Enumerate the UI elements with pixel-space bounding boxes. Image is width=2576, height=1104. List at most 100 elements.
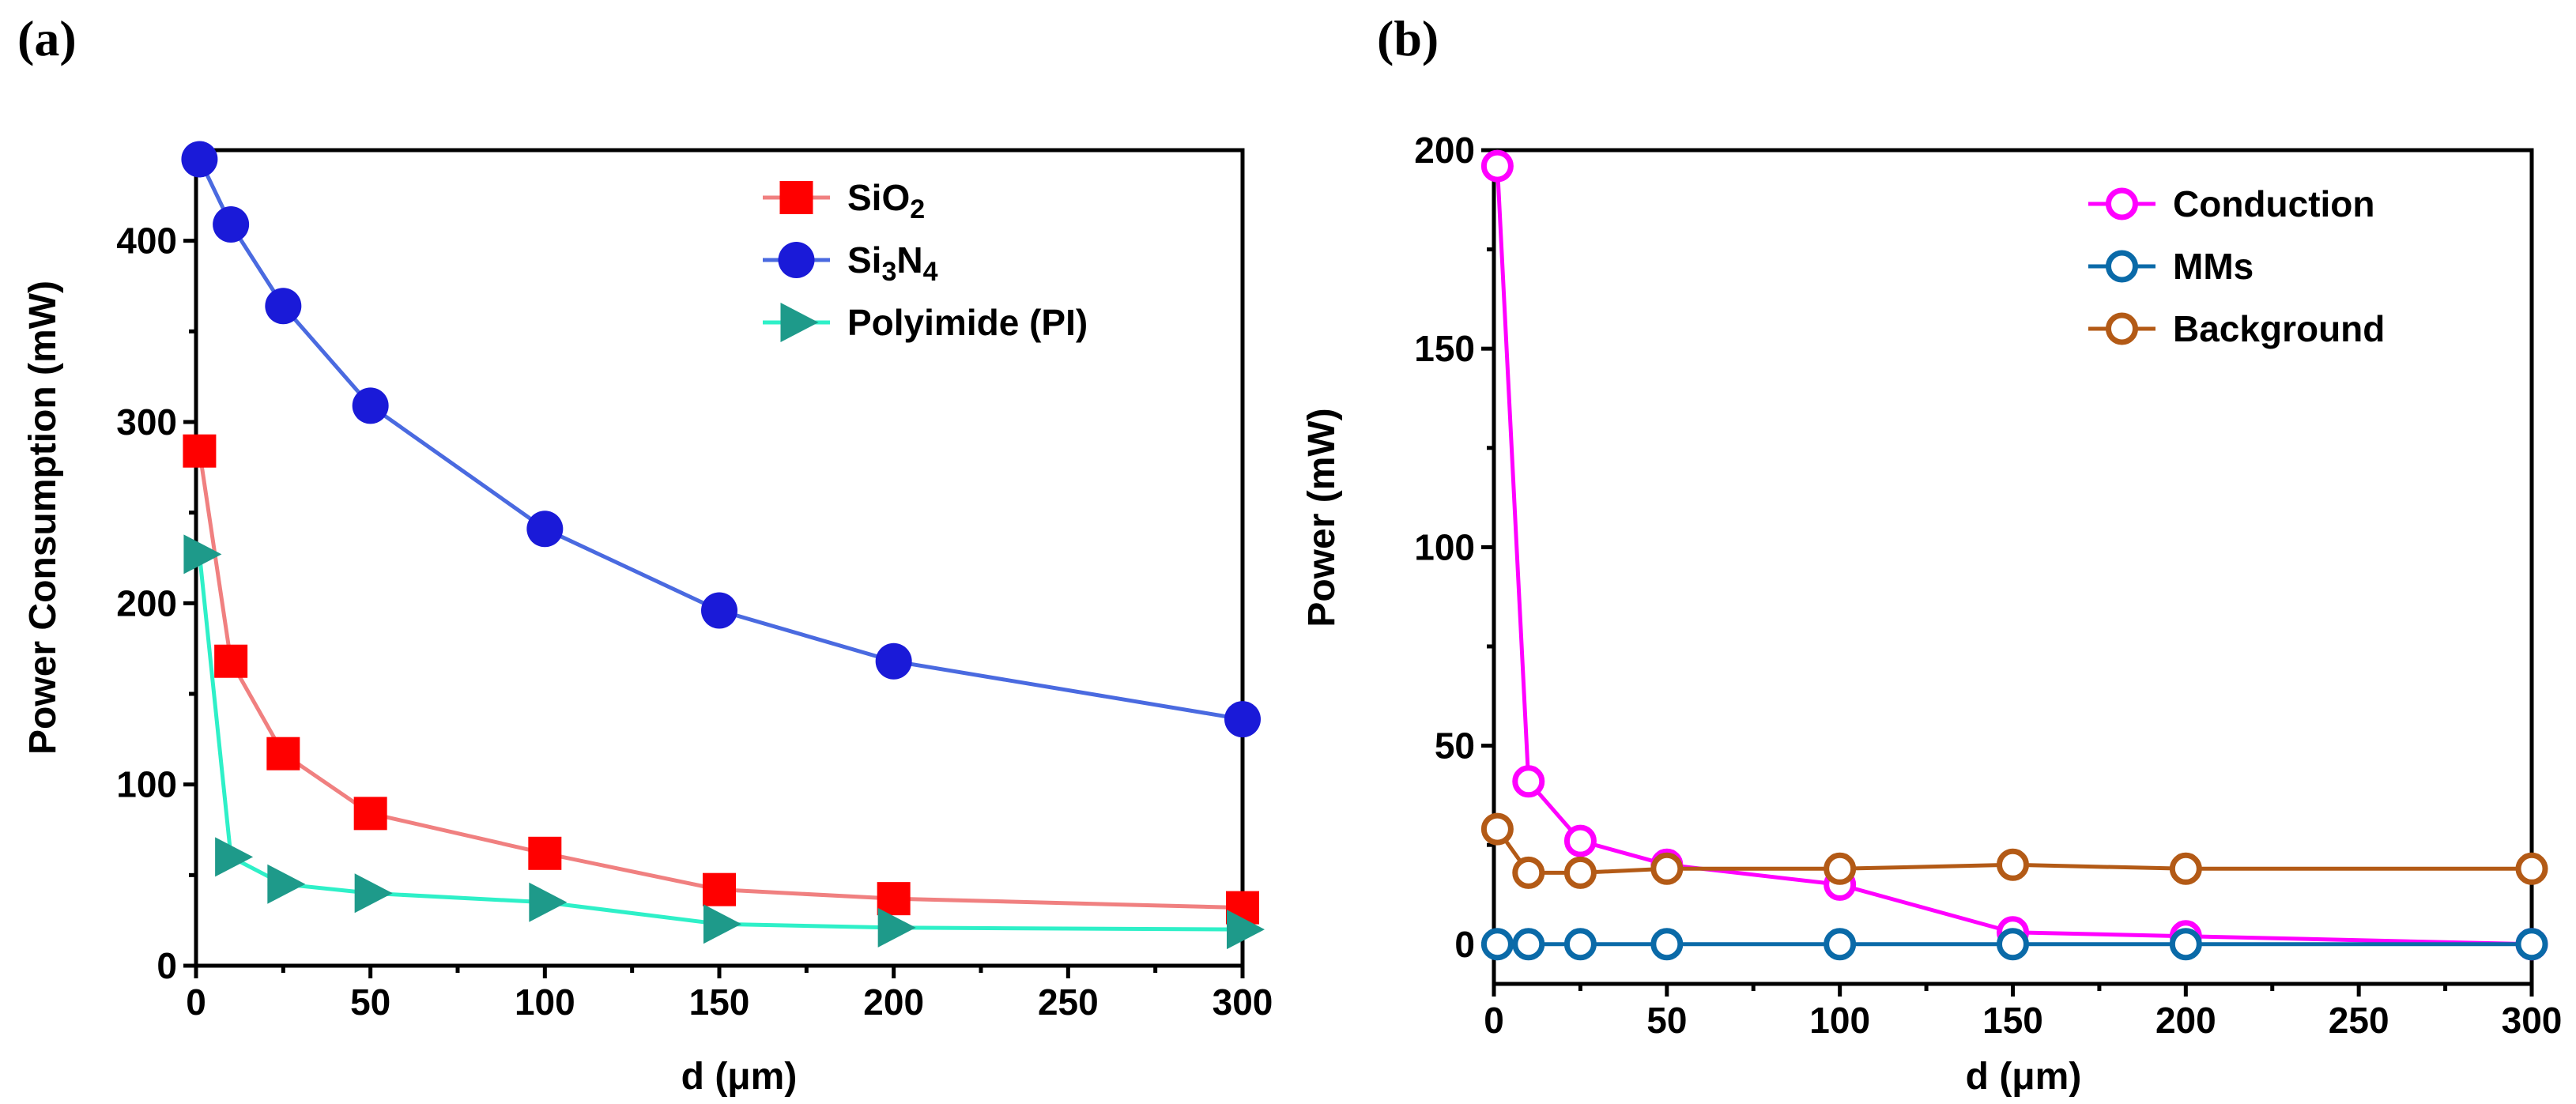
panel-a-data-point [267,864,306,904]
panel-b-series-mms [1480,928,2548,961]
panel-b-data-point [1997,848,2029,881]
panel-a-data-point [1227,910,1265,950]
panel-a-x-tick-label: 50 [350,982,390,1023]
panel-b-data-point [1512,928,1545,961]
panel-b-x-tick-label: 250 [2329,1000,2389,1041]
panel-a-data-point [526,511,564,548]
panel-b-data-point [1480,812,1514,846]
panel-a-data-point [1224,701,1261,738]
panel-a-x-tick-label: 100 [515,982,575,1023]
panel-a-data-point [183,434,217,468]
panel-a-plot-area: 0 50 100 150 200 250 300 0 100 200 300 400 SiO2 Si3N4… [116,141,1273,1023]
panel-a-x-tick-label: 150 [689,982,750,1023]
panel-a-legend-label: Si3N4 [847,239,938,287]
panel-a-data-point [703,904,741,944]
panel-b-label: (b) [1377,10,1439,66]
panel-a-data-point [353,797,387,831]
panel-a-legend-marker [778,242,815,278]
panel-a-y-tick-label: 100 [116,764,177,805]
panel-a-data-point [877,882,911,916]
panel-a-data-point [215,837,254,877]
panel-b-x-tick-label: 100 [1809,1000,1870,1041]
panel-b-data-point [2515,852,2548,885]
panel-a-data-point [529,882,568,922]
panel-a-data-point [528,836,562,870]
panel-a-data-point [354,873,393,914]
panel-b-x-tick-label: 200 [2155,1000,2216,1041]
panel-a-data-point [352,387,389,424]
panel-b-y-tick-label: 50 [1435,725,1475,767]
panel-b-x-axis-title: d (μm) [1966,1056,2082,1098]
panel-a-x-tick-label: 300 [1213,982,1273,1023]
panel-b-x-tick-label: 300 [2502,1000,2563,1041]
panel-b-series-line [1495,165,2533,947]
panel-a-y-tick-label: 0 [157,945,177,986]
panel-b-y-tick-label: 200 [1414,130,1475,171]
panel-a-axes-frame [194,148,1245,968]
panel-a-y-tick-label: 400 [116,220,177,262]
panel-a-data-point [214,644,248,678]
panel-b-data-point [2169,928,2202,961]
panel-b-y-tick-label: 0 [1454,924,1475,965]
panel-b-legend: Conduction MMs Background [2088,183,2385,349]
panel-b-data-point [1563,928,1597,961]
panel-a-x-axis-title: d (μm) [681,1056,798,1098]
panel-b-data-point [1563,856,1597,889]
panel-a-series-line [197,450,1243,910]
panel-b-x-tick-label: 150 [1982,1000,2043,1041]
panel-a-series-si3n4 [181,141,1261,738]
panel-b-legend-label: Conduction [2173,183,2375,224]
panel-a-y-tick-label: 200 [116,582,177,624]
panel-a-label: (a) [17,10,77,66]
panel-a-y-tick-label: 300 [116,401,177,443]
panel-a-series-polyimide-pi- [183,534,1265,950]
panel-b-x-tick-label: 0 [1484,1000,1504,1041]
panel-b-y-tick-label: 100 [1414,526,1475,567]
panel-b-data-point [1824,852,1857,885]
panel-a-data-point [703,872,736,906]
panel-b-data-point [2515,928,2548,961]
panel-b-legend-marker [2106,187,2138,220]
panel-a-series-line [198,158,1243,722]
panel-b-plot-area: 0 50 100 150 200 250 300 0 50 100 150 200 Conduction… [1414,130,2562,1041]
panel-a-y-axis-title: Power Consumption (mW) [22,281,64,755]
panel-b-data-point [1563,824,1597,857]
panel-b-x-tick-label: 50 [1646,1000,1687,1041]
panel-b-data-point [1650,928,1684,961]
panel-b-legend-marker [2106,312,2138,345]
panel-b-data-point [2169,852,2202,885]
panel-b-data-point [1480,928,1514,961]
panel-b-legend-marker [2106,250,2138,283]
panel-b-data-point [1512,856,1545,889]
panel-a-legend-label: Polyimide (PI) [847,302,1088,343]
panel-a-x-tick-label: 0 [186,982,206,1023]
panel-a-legend-label: SiO2 [847,177,925,224]
panel-a-x-tick-label: 250 [1038,982,1099,1023]
panel-b-data-point [1512,765,1545,798]
panel-b-data-point [1824,928,1857,961]
panel-a-power-consumption-chart: (a) 0 50 100 150 200 250 3000100200300400SiO2S… [17,10,1273,1098]
panel-a-legend-marker [779,181,813,214]
panel-a-legend-marker [780,303,819,342]
panel-b-y-tick-label: 150 [1414,328,1475,369]
panel-a-data-point [183,534,222,575]
panel-a-data-point [875,642,912,680]
panel-b-data-point [1480,149,1514,183]
panel-b-y-axis-title: Power (mW) [1301,408,1343,627]
panel-a-data-point [877,907,916,948]
panel-a-data-point [181,141,218,178]
panel-b-power-breakdown-chart: (b) 0 50 100 150 200 250 300 0 50 100 150 200 Conduc… [1301,10,2562,1098]
panel-b-data-point [1997,928,2029,961]
panel-a-x-tick-label: 200 [863,982,924,1023]
panel-b-legend-label: MMs [2173,246,2254,287]
panel-b-legend-label: Background [2173,308,2385,349]
panel-a-legend: SiO2 Si3N4 Polyimide (PI) [763,177,1088,343]
panel-b-series-conduction [1480,149,2548,961]
panel-a-data-point [266,737,300,771]
panel-a-series-sio2 [183,434,1259,925]
panel-a-data-point [213,206,250,243]
panel-a-data-point [701,592,737,629]
panel-a-data-point [265,288,302,325]
panel-b-series-background [1480,812,2548,889]
